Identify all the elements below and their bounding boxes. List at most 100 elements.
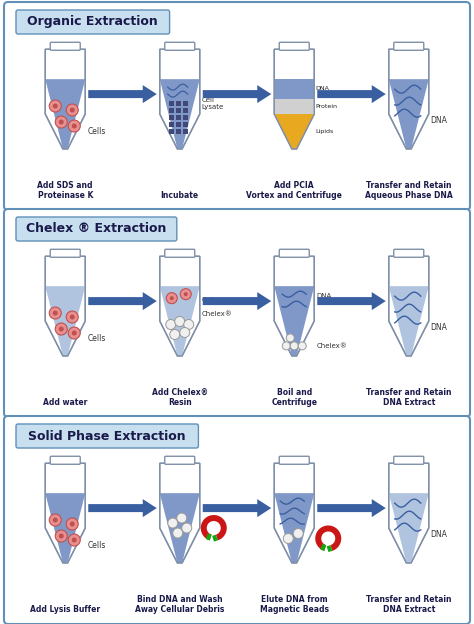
- FancyBboxPatch shape: [279, 249, 309, 257]
- Text: Add PCIA
Vortex and Centrifuge: Add PCIA Vortex and Centrifuge: [246, 180, 342, 200]
- Circle shape: [55, 116, 67, 128]
- Bar: [183, 101, 188, 106]
- Polygon shape: [160, 286, 200, 356]
- Text: Cells: Cells: [202, 297, 219, 303]
- Circle shape: [286, 334, 294, 342]
- Polygon shape: [274, 99, 314, 114]
- Text: Add Chelex®
Resin: Add Chelex® Resin: [152, 388, 208, 407]
- FancyBboxPatch shape: [394, 456, 424, 464]
- Polygon shape: [45, 256, 85, 356]
- FancyBboxPatch shape: [279, 42, 309, 51]
- Circle shape: [184, 319, 194, 329]
- Polygon shape: [160, 463, 200, 563]
- Text: Bind DNA and Wash
Away Cellular Debris: Bind DNA and Wash Away Cellular Debris: [135, 595, 224, 614]
- FancyBboxPatch shape: [394, 42, 424, 51]
- FancyBboxPatch shape: [4, 2, 470, 210]
- Polygon shape: [45, 79, 85, 149]
- Circle shape: [166, 319, 176, 329]
- Polygon shape: [160, 256, 200, 356]
- FancyBboxPatch shape: [165, 249, 195, 257]
- Polygon shape: [274, 79, 314, 99]
- Polygon shape: [389, 286, 429, 356]
- Polygon shape: [203, 85, 271, 103]
- Polygon shape: [317, 292, 386, 310]
- Text: Cells: Cells: [87, 541, 106, 550]
- Circle shape: [283, 534, 293, 544]
- Polygon shape: [274, 114, 314, 149]
- Bar: [176, 122, 181, 127]
- FancyBboxPatch shape: [50, 456, 80, 464]
- Polygon shape: [88, 499, 157, 517]
- Polygon shape: [274, 49, 314, 149]
- Text: DNA: DNA: [316, 293, 331, 299]
- Circle shape: [184, 292, 188, 296]
- Circle shape: [290, 342, 298, 350]
- Circle shape: [177, 513, 187, 523]
- FancyBboxPatch shape: [165, 42, 195, 51]
- Polygon shape: [317, 85, 386, 103]
- FancyBboxPatch shape: [50, 249, 80, 257]
- FancyBboxPatch shape: [50, 42, 80, 51]
- Circle shape: [70, 314, 75, 319]
- Text: Solid Phase Extraction: Solid Phase Extraction: [28, 429, 186, 442]
- Polygon shape: [160, 493, 200, 563]
- Polygon shape: [88, 292, 157, 310]
- Polygon shape: [203, 292, 271, 310]
- Text: Chelex ® Extraction: Chelex ® Extraction: [26, 223, 166, 235]
- Circle shape: [182, 523, 192, 533]
- Circle shape: [298, 342, 306, 350]
- Circle shape: [59, 326, 64, 331]
- Circle shape: [175, 316, 185, 326]
- Circle shape: [282, 342, 290, 350]
- Circle shape: [170, 329, 180, 339]
- Circle shape: [173, 528, 183, 538]
- Polygon shape: [45, 49, 85, 149]
- Polygon shape: [160, 49, 200, 149]
- Polygon shape: [212, 535, 218, 542]
- Text: Boil and
Centrifuge: Boil and Centrifuge: [271, 388, 317, 407]
- Polygon shape: [389, 49, 429, 149]
- Circle shape: [53, 517, 58, 522]
- Circle shape: [68, 534, 80, 546]
- Bar: [176, 108, 181, 113]
- Text: Incubate: Incubate: [161, 191, 199, 200]
- Circle shape: [59, 120, 64, 125]
- Circle shape: [49, 100, 61, 112]
- FancyBboxPatch shape: [16, 217, 177, 241]
- Circle shape: [72, 331, 77, 336]
- Text: Protein: Protein: [315, 104, 337, 109]
- Polygon shape: [327, 545, 332, 552]
- Polygon shape: [389, 256, 429, 356]
- Bar: [169, 115, 174, 120]
- Polygon shape: [201, 515, 227, 540]
- Text: Organic Extraction: Organic Extraction: [27, 16, 158, 29]
- Text: DNA: DNA: [315, 86, 329, 92]
- FancyBboxPatch shape: [4, 209, 470, 417]
- Polygon shape: [389, 79, 429, 149]
- Text: DNA: DNA: [431, 530, 447, 540]
- Circle shape: [59, 534, 64, 539]
- Polygon shape: [389, 493, 429, 563]
- Polygon shape: [45, 493, 85, 563]
- Polygon shape: [88, 85, 157, 103]
- FancyBboxPatch shape: [165, 456, 195, 464]
- Text: Elute DNA from
Magnetic Beads: Elute DNA from Magnetic Beads: [260, 595, 329, 614]
- Bar: [169, 129, 174, 134]
- Text: Cell
Lysate: Cell Lysate: [202, 97, 224, 110]
- Text: Add SDS and
Proteinase K: Add SDS and Proteinase K: [37, 180, 93, 200]
- Circle shape: [55, 323, 67, 335]
- Circle shape: [293, 529, 303, 539]
- Text: Transfer and Retain
DNA Extract: Transfer and Retain DNA Extract: [366, 388, 452, 407]
- Polygon shape: [274, 256, 314, 356]
- Circle shape: [68, 327, 80, 339]
- Bar: [183, 115, 188, 120]
- Circle shape: [66, 518, 78, 530]
- Polygon shape: [45, 463, 85, 563]
- FancyBboxPatch shape: [16, 424, 199, 448]
- Polygon shape: [45, 286, 85, 356]
- Text: Chelex®: Chelex®: [316, 343, 347, 349]
- Text: Lipids: Lipids: [315, 129, 334, 134]
- Text: DNA: DNA: [431, 323, 447, 333]
- Circle shape: [166, 293, 177, 304]
- Circle shape: [170, 296, 174, 300]
